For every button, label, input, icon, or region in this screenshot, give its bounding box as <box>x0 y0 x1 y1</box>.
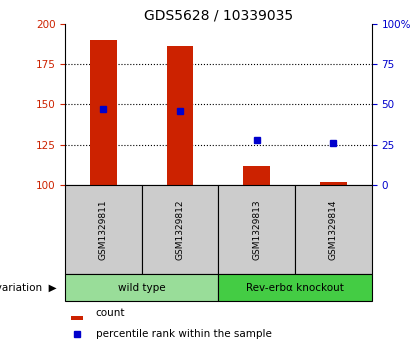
Bar <box>243 166 270 185</box>
Bar <box>71 316 84 320</box>
Bar <box>218 274 372 301</box>
Text: GSM1329814: GSM1329814 <box>329 199 338 260</box>
Text: percentile rank within the sample: percentile rank within the sample <box>96 329 272 339</box>
Bar <box>90 40 117 185</box>
Text: GSM1329812: GSM1329812 <box>176 199 184 260</box>
Bar <box>167 46 194 185</box>
Bar <box>218 185 295 274</box>
Text: genotype/variation  ▶: genotype/variation ▶ <box>0 283 57 293</box>
Text: GSM1329813: GSM1329813 <box>252 199 261 260</box>
Bar <box>295 185 372 274</box>
Bar <box>320 182 347 185</box>
Text: Rev-erbα knockout: Rev-erbα knockout <box>246 283 344 293</box>
Text: wild type: wild type <box>118 283 165 293</box>
Bar <box>142 185 218 274</box>
Bar <box>65 274 218 301</box>
Text: count: count <box>96 308 125 318</box>
Title: GDS5628 / 10339035: GDS5628 / 10339035 <box>144 8 293 23</box>
Text: GSM1329811: GSM1329811 <box>99 199 108 260</box>
Bar <box>65 185 142 274</box>
